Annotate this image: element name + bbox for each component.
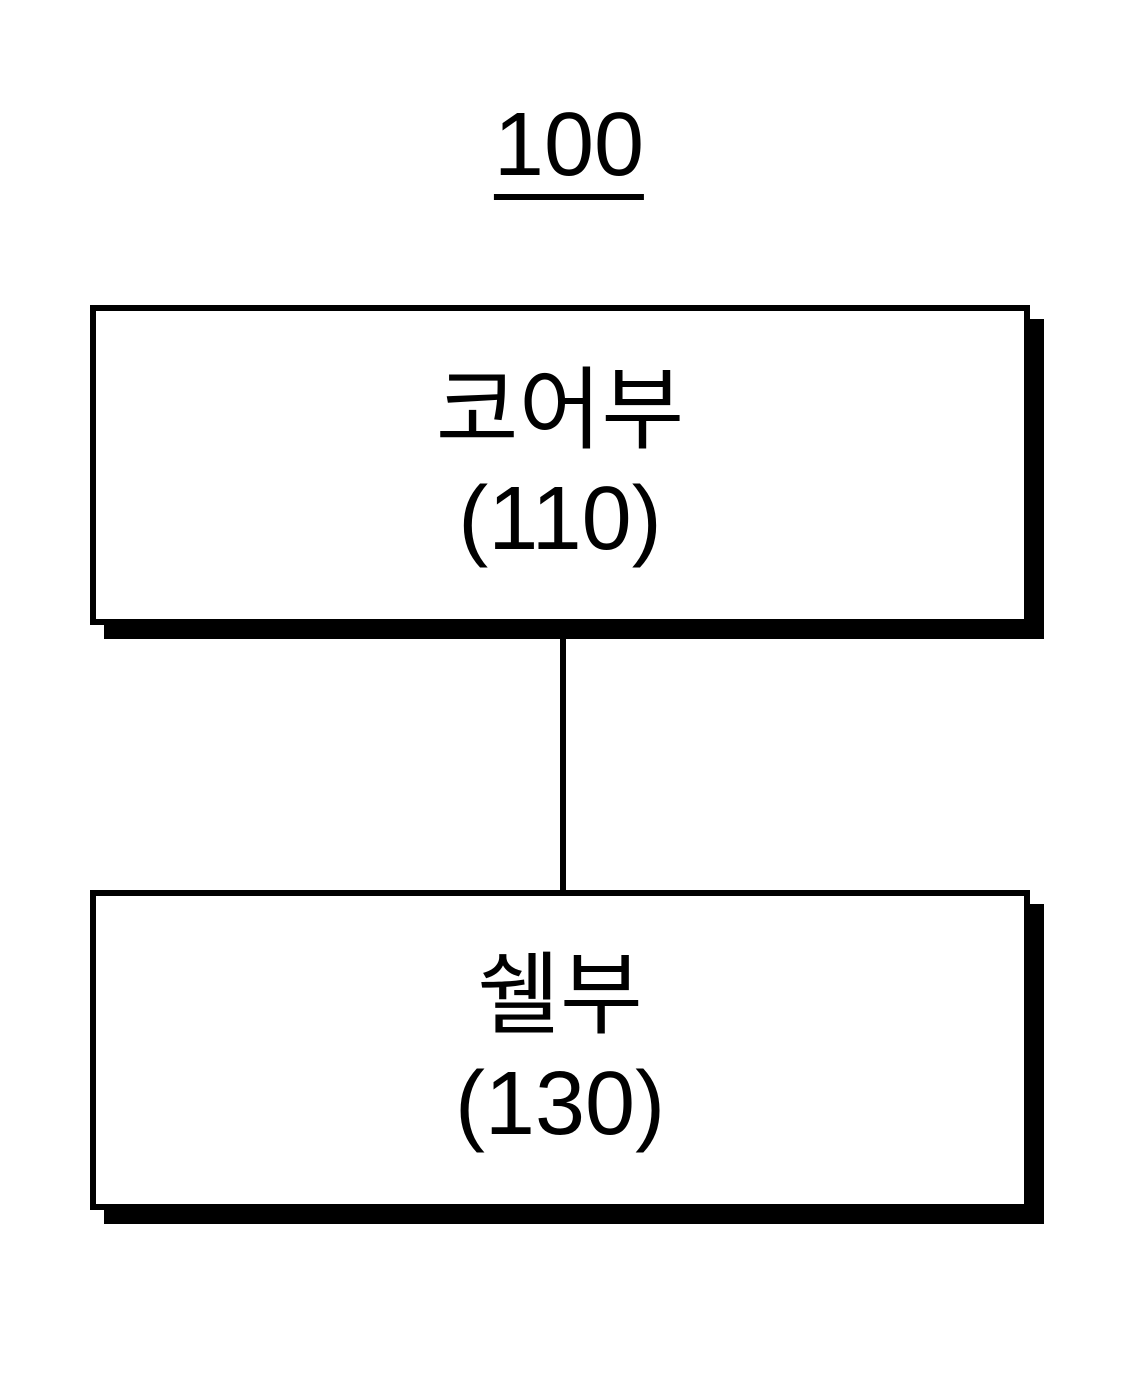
diagram-container: 100 코어부 (110) 쉘부 (130)	[0, 0, 1138, 1383]
node-core: 코어부 (110)	[90, 305, 1030, 625]
node-shell: 쉘부 (130)	[90, 890, 1030, 1210]
node-core-number: (110)	[458, 465, 661, 573]
node-core-title: 코어부	[436, 357, 684, 465]
node-shell-title: 쉘부	[477, 942, 643, 1050]
node-shell-number: (130)	[455, 1050, 665, 1158]
connector-core-shell	[560, 639, 566, 890]
diagram-title: 100	[494, 100, 644, 200]
